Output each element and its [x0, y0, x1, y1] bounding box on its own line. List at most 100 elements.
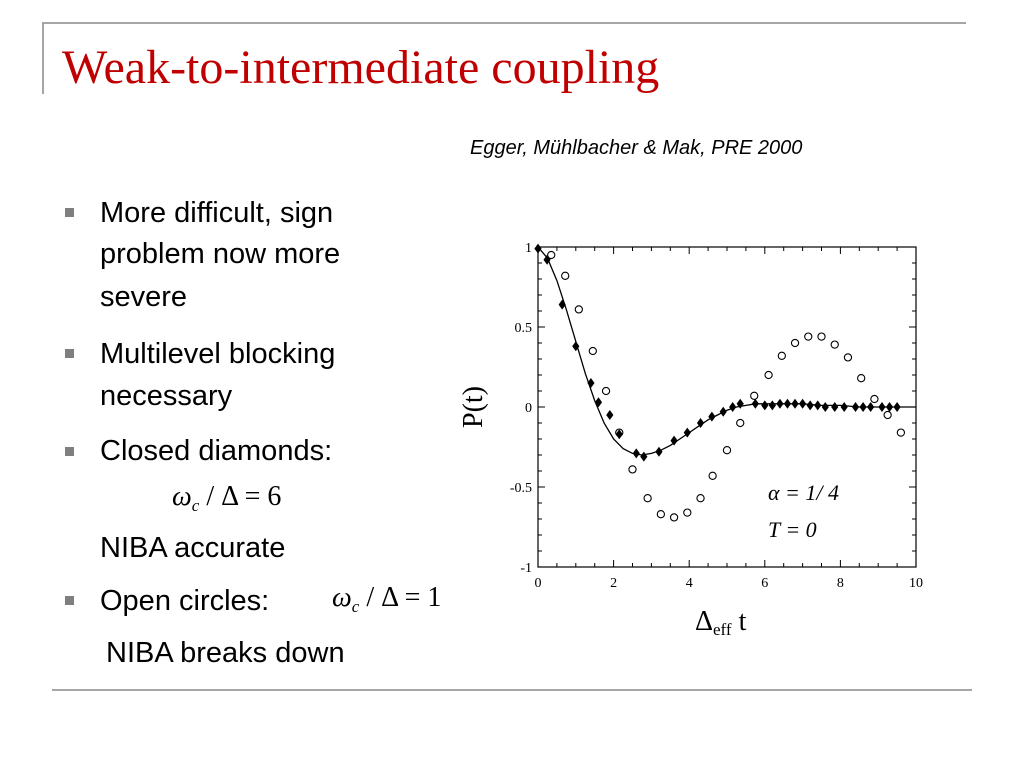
open-circle-point — [656, 510, 665, 519]
filled-diamond-point — [859, 402, 867, 412]
open-circle-point — [750, 391, 759, 400]
bullet-text: Open circles: — [100, 585, 270, 617]
tick-marks — [537, 246, 917, 568]
open-circle-point — [643, 494, 652, 503]
slide-frame-left-rule — [42, 22, 44, 94]
open-circle-point — [722, 446, 732, 455]
filled-diamond-point — [840, 402, 848, 412]
filled-diamond-point — [768, 400, 776, 411]
open-circle-point — [628, 465, 637, 474]
filled-diamond-point — [696, 418, 705, 428]
formula-open-circles: ωc / Δ = 1 — [332, 582, 442, 616]
open-circle-series — [547, 250, 906, 522]
x-tick-label: 4 — [686, 576, 693, 591]
x-axis-label: Δeff t — [695, 606, 747, 639]
open-circle-point — [696, 494, 705, 503]
x-tick-label: 0 — [535, 576, 542, 591]
bullet-text: Multilevel blocking — [100, 338, 336, 370]
bullet-text: severe — [100, 281, 188, 313]
bullet-text: More difficult, sign — [100, 197, 334, 229]
open-circle-point — [870, 394, 879, 404]
filled-diamond-point — [606, 410, 614, 420]
formula-closed-diamonds: ωc / Δ = 6 — [172, 481, 282, 515]
decay-plot: 1 0.5 0 -0.5 -1 0 2 4 6 8 10 P(t) Δeff t α = 1/ 4… — [458, 241, 924, 639]
filled-diamond-point — [587, 378, 595, 388]
bullet-marker — [65, 349, 74, 358]
open-circle-point — [669, 513, 679, 522]
bullet-text: necessary — [100, 380, 233, 412]
bullet-text: NIBA breaks down — [106, 637, 345, 669]
filled-diamond-point — [783, 398, 792, 409]
citation: Egger, Mühlbacher & Mak, PRE 2000 — [470, 137, 803, 159]
filled-diamond-point — [729, 402, 737, 412]
open-circle-point — [857, 374, 866, 383]
bullet-marker — [65, 596, 74, 605]
y-tick-label: -0.5 — [510, 481, 532, 496]
filled-diamond-point — [534, 243, 542, 254]
y-axis-label: P(t) — [458, 386, 489, 428]
open-circle-point — [804, 332, 813, 341]
open-circle-point — [764, 370, 773, 380]
filled-diamond-point — [821, 402, 829, 412]
open-circle-point — [601, 386, 611, 396]
open-circle-point — [574, 305, 583, 314]
slide-frame-top-rule — [42, 22, 966, 24]
y-tick-label: 1 — [525, 241, 532, 256]
filled-diamond-point — [640, 451, 648, 462]
annotation-temperature: T = 0 — [768, 517, 817, 542]
annotation-alpha: α = 1/ 4 — [768, 480, 839, 505]
x-tick-label: 10 — [909, 576, 923, 591]
bullet-marker — [65, 447, 74, 456]
y-tick-labels: 1 0.5 0 -0.5 -1 — [510, 241, 532, 576]
filled-diamond-point — [893, 402, 901, 412]
open-circle-point — [896, 428, 906, 437]
x-tick-label: 6 — [761, 576, 768, 591]
filled-diamond-point — [885, 402, 894, 412]
filled-diamond-point — [867, 402, 875, 412]
filled-diamond-point — [806, 400, 814, 411]
filled-diamond-point — [776, 398, 784, 409]
filled-diamond-point — [878, 402, 886, 412]
open-circle-point — [790, 338, 800, 348]
filled-diamond-series — [534, 243, 901, 462]
open-circle-point — [708, 471, 717, 480]
open-circle-point — [547, 250, 556, 260]
filled-diamond-point — [799, 398, 807, 409]
bullet-marker — [65, 208, 74, 217]
open-circle-point — [561, 271, 570, 280]
filled-diamond-point — [632, 448, 640, 459]
bullet-text: Closed diamonds: — [100, 435, 333, 467]
filled-diamond-point — [683, 427, 691, 438]
open-circle-point — [736, 418, 745, 428]
filled-diamond-point — [655, 446, 663, 457]
open-circle-point — [777, 351, 786, 360]
x-tick-labels: 0 2 4 6 8 10 — [535, 576, 924, 591]
filled-diamond-point — [594, 397, 603, 408]
open-circle-point — [883, 410, 892, 420]
open-circle-point — [817, 332, 826, 341]
slide-frame-bottom-rule — [52, 689, 972, 691]
filled-diamond-point — [751, 398, 759, 409]
open-circle-point — [683, 508, 692, 517]
filled-diamond-point — [615, 429, 623, 440]
bullet-list: More difficult, sign problem now more se… — [0, 0, 470, 690]
filled-diamond-point — [708, 411, 716, 422]
filled-diamond-point — [736, 398, 744, 409]
filled-diamond-point — [851, 402, 860, 412]
open-circle-point — [830, 340, 839, 349]
filled-diamond-point — [814, 400, 822, 411]
bullet-text: NIBA accurate — [100, 532, 286, 564]
y-tick-label: 0.5 — [515, 321, 533, 336]
slide-title: Weak-to-intermediate coupling — [62, 41, 660, 94]
filled-diamond-point — [791, 398, 799, 409]
bullet-text: problem now more — [100, 238, 341, 270]
filled-diamond-point — [719, 406, 727, 417]
y-tick-label: 0 — [525, 401, 532, 416]
filled-diamond-point — [558, 299, 566, 310]
x-tick-label: 2 — [610, 576, 617, 591]
filled-diamond-point — [831, 402, 839, 412]
open-circle-point — [588, 346, 597, 356]
open-circle-point — [843, 353, 853, 362]
y-tick-label: -1 — [520, 561, 532, 576]
x-tick-label: 8 — [837, 576, 844, 591]
